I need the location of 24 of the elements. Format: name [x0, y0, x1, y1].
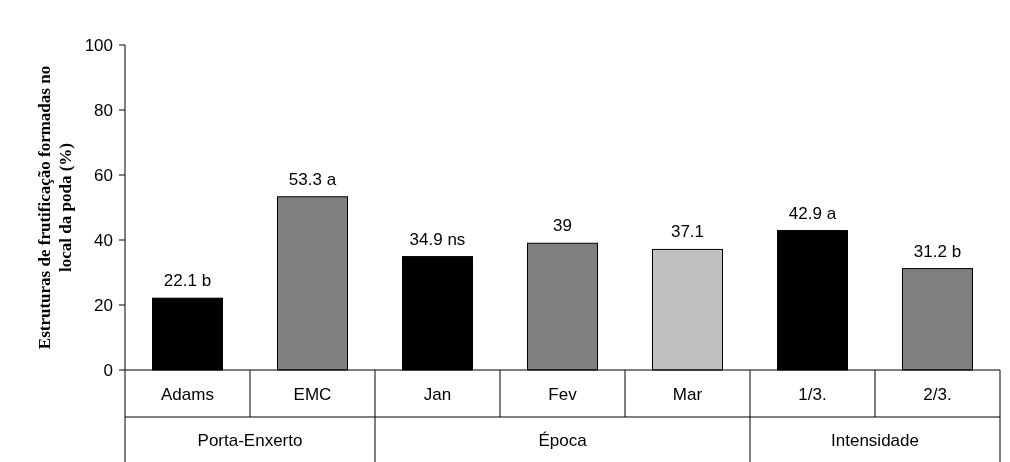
- data-label: 22.1 b: [163, 271, 212, 291]
- y-tick-label: 80: [94, 100, 113, 120]
- x-tick-label: 2/3.: [923, 385, 952, 404]
- y-tick-label: 0: [103, 360, 113, 380]
- data-label: 31.2 b: [913, 241, 962, 261]
- y-tick-label: 20: [94, 295, 113, 315]
- data-label: 53.3 a: [288, 169, 337, 189]
- y-axis-title: Estruturas de frutificação formadas no local da poda (%): [35, 65, 75, 350]
- data-label: 37.1: [670, 222, 705, 242]
- text: Época: [538, 431, 588, 450]
- x-tick-label: Jan: [423, 385, 452, 404]
- y-tick-label: 100: [84, 35, 113, 55]
- data-label: 42.9 a: [788, 203, 837, 223]
- y-tick-label: 40: [94, 230, 113, 250]
- y-tick-label: 60: [94, 165, 113, 185]
- x-tick-label: EMC: [293, 385, 332, 404]
- x-tick-label: Mar: [672, 385, 703, 404]
- data-label: 34.9 ns: [409, 229, 466, 249]
- x-tick-label: Adams: [161, 385, 214, 404]
- text: Porta-Enxerto: [197, 431, 303, 450]
- x-tick-label: 1/3.: [798, 385, 827, 404]
- text: Intensidade: [831, 431, 919, 450]
- data-label: 39: [553, 216, 572, 236]
- x-tick-label: Fev: [548, 385, 578, 404]
